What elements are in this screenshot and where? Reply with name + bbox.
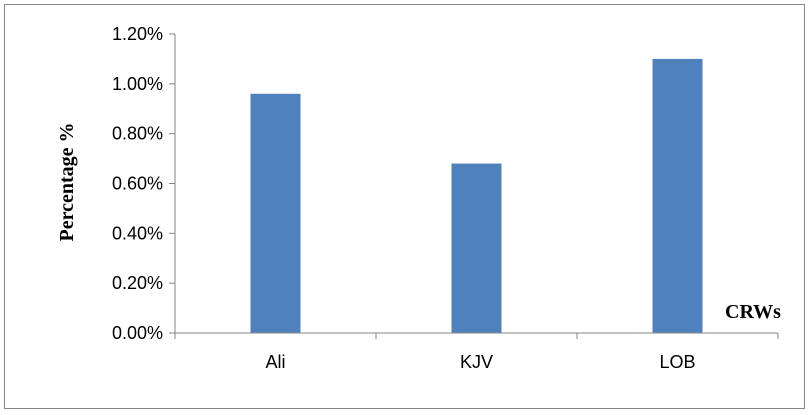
x-tick-label: Ali xyxy=(265,352,285,372)
y-tick-label: 1.20% xyxy=(112,24,163,44)
x-tick-label: LOB xyxy=(659,352,695,372)
y-tick-label: 0.00% xyxy=(112,323,163,343)
y-axis-ticks: 0.00% 0.20% 0.40% 0.60% 0.80% 1.00% 1.20% xyxy=(112,24,175,343)
bars xyxy=(250,58,703,334)
bar-ali xyxy=(250,93,301,333)
y-tick-label: 0.80% xyxy=(112,124,163,144)
y-tick-label: 0.40% xyxy=(112,223,163,243)
bar-lob xyxy=(652,58,703,334)
x-tick-label: KJV xyxy=(460,352,493,372)
y-axis-title: Percentage % xyxy=(56,122,78,241)
y-tick-label: 0.20% xyxy=(112,273,163,293)
y-tick-label: 1.00% xyxy=(112,74,163,94)
bar-kjv xyxy=(451,163,502,333)
x-axis-ticks: Ali KJV LOB xyxy=(174,333,779,372)
y-tick-label: 0.60% xyxy=(112,174,163,194)
x-axis-title: CRWs xyxy=(725,301,781,323)
